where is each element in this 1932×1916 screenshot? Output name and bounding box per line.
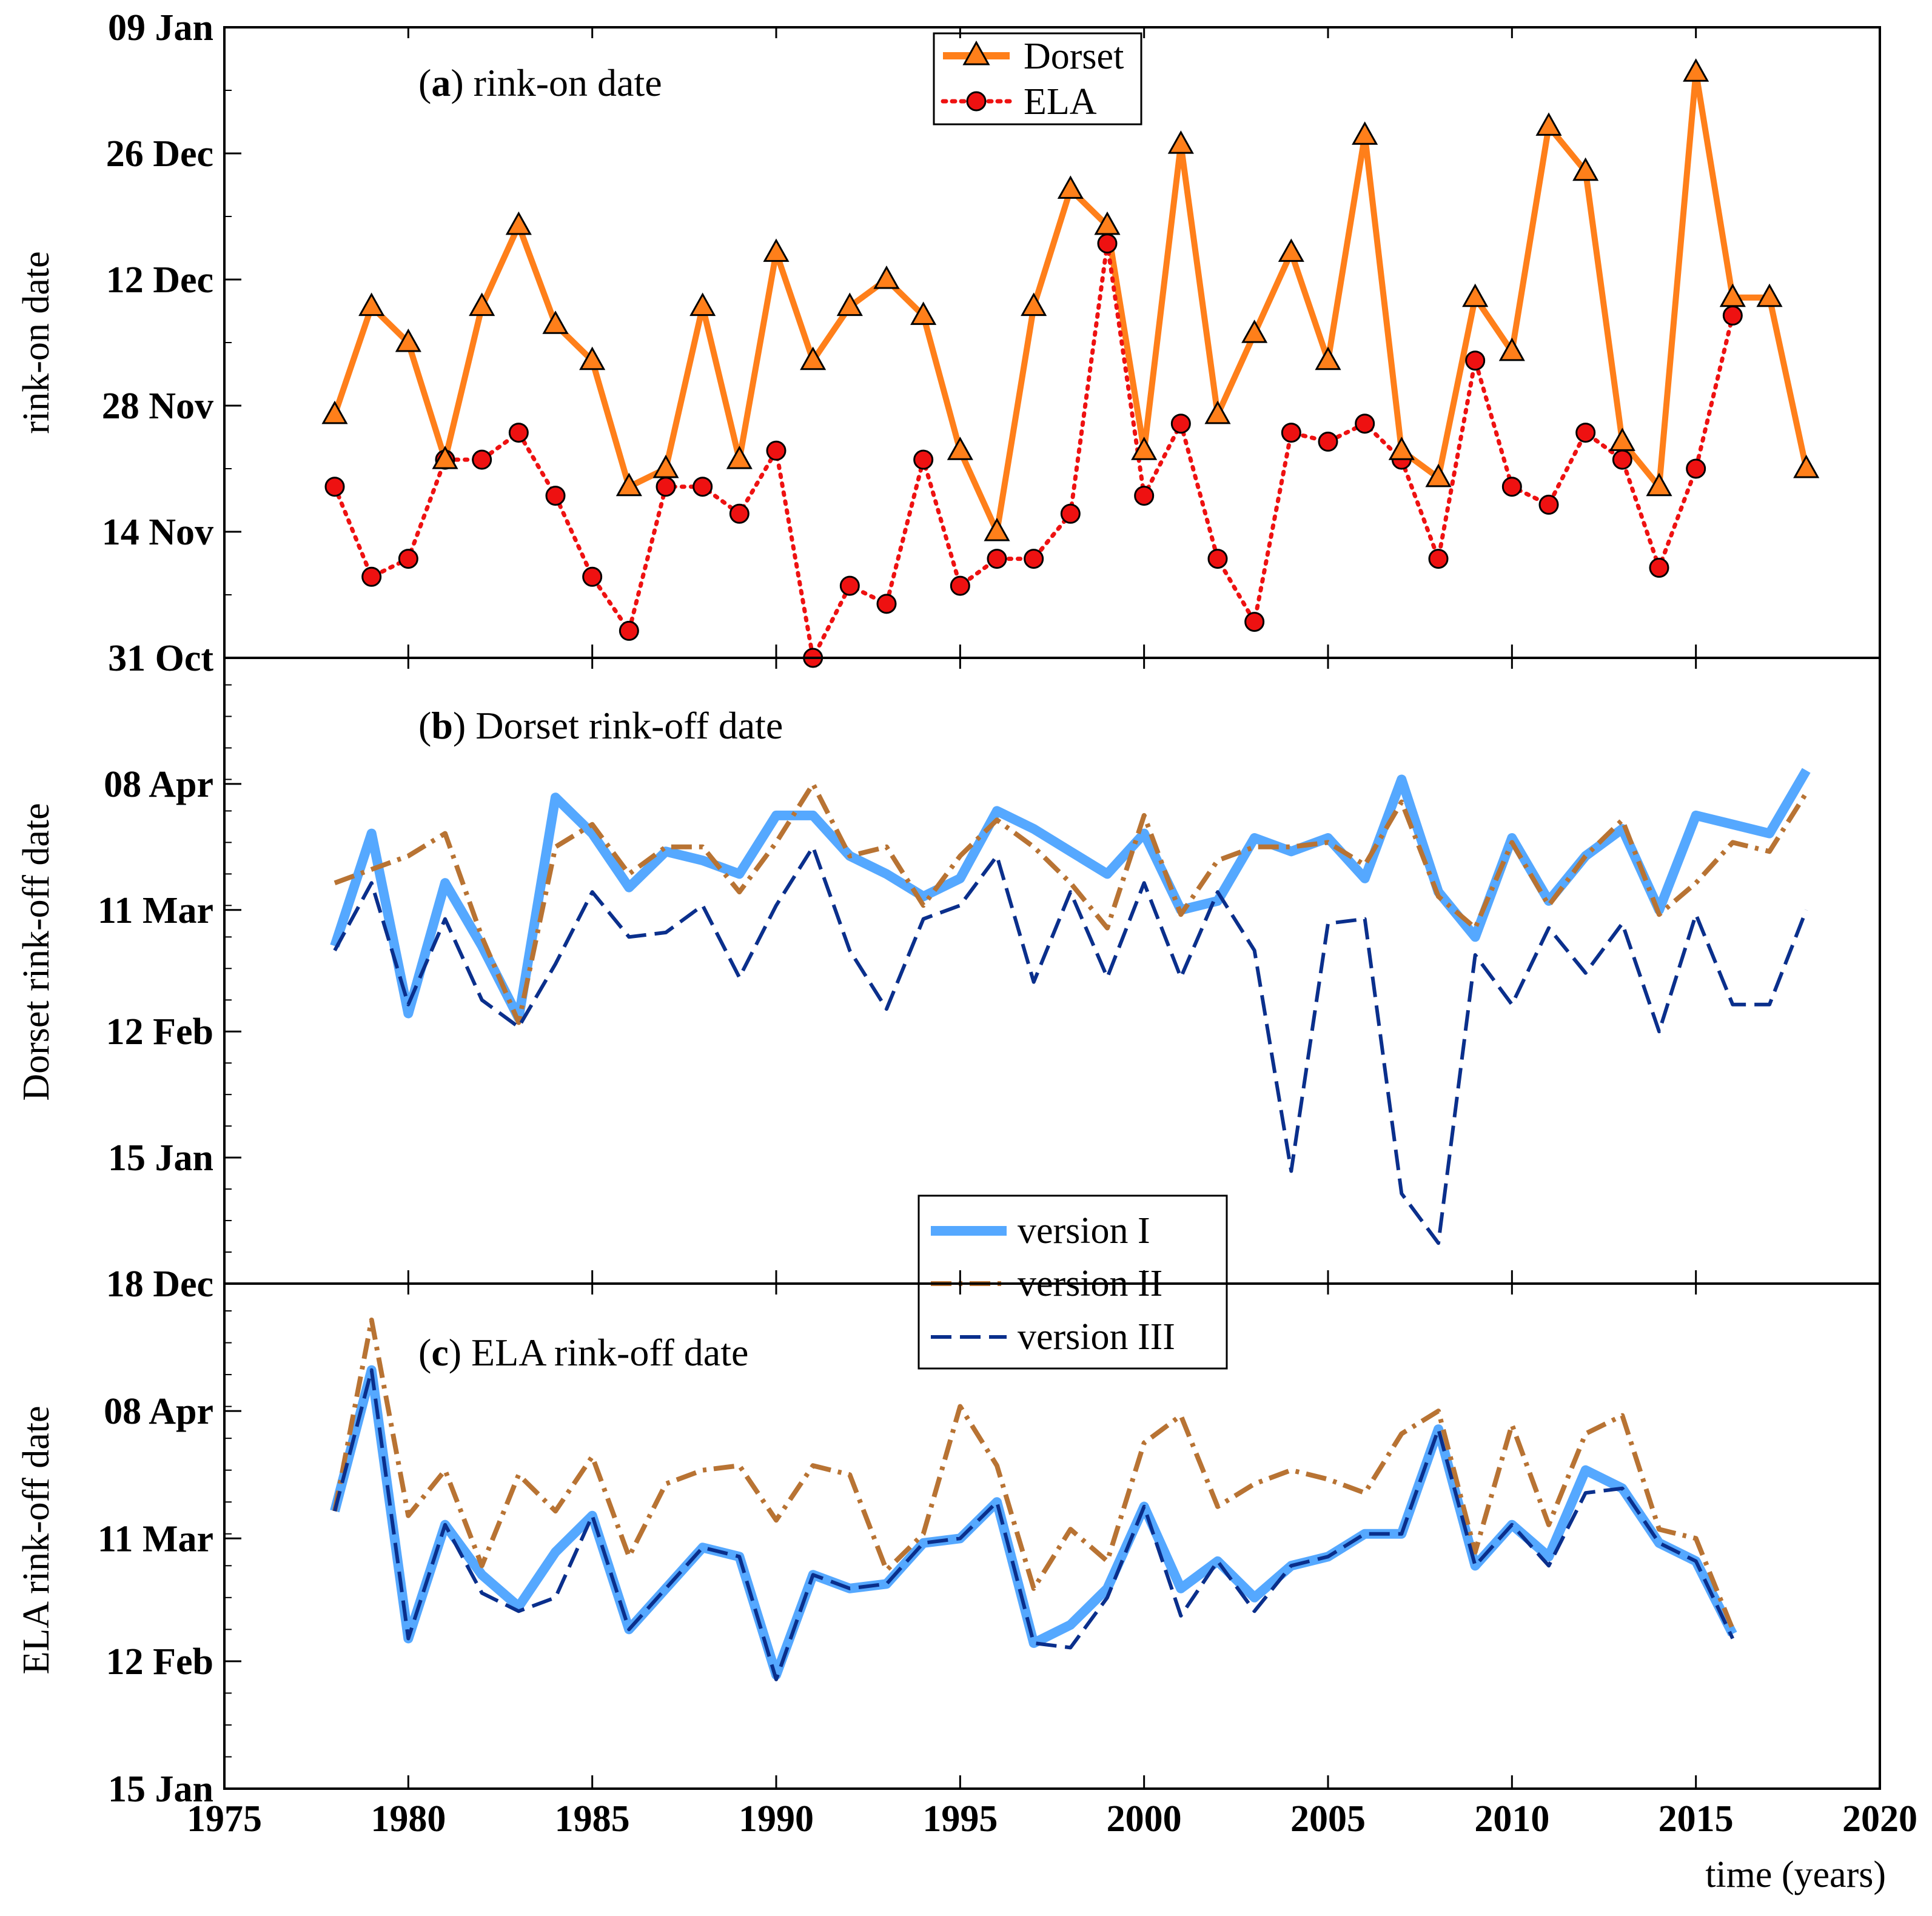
panel-b-ytick-label: 11 Mar xyxy=(98,890,213,931)
x-tick-label: 2005 xyxy=(1290,1798,1366,1840)
ela-point xyxy=(1135,487,1153,505)
ela-point xyxy=(1209,550,1227,568)
x-tick-label: 2020 xyxy=(1842,1798,1917,1840)
ela-point xyxy=(1098,235,1116,253)
ela-point xyxy=(914,451,933,469)
panel-a-ytick-label: 14 Nov xyxy=(102,512,213,553)
ela-point xyxy=(1613,451,1631,469)
ela-point xyxy=(620,621,638,640)
ela-point xyxy=(1319,432,1337,451)
panel-a-ytick-label: 28 Nov xyxy=(102,386,213,427)
ela-point xyxy=(840,577,859,595)
ela-point xyxy=(326,478,344,496)
ela-point xyxy=(509,424,528,442)
x-tick-label: 1995 xyxy=(922,1798,998,1840)
ela-point xyxy=(363,568,381,586)
legend-dorset-label: Dorset xyxy=(1024,36,1124,77)
chart-figure: 31 Oct 14 Nov 28 Nov 12 Dec 26 Dec 09 Jan (a)… xyxy=(0,0,1932,1916)
panel-a-ytick-label: 12 Dec xyxy=(106,260,213,301)
ela-point xyxy=(1503,478,1521,496)
ela-point xyxy=(1650,558,1668,577)
panel-a-title-letter: a xyxy=(431,61,451,104)
x-tick-label: 1980 xyxy=(371,1798,446,1840)
ela-point xyxy=(657,478,675,496)
ela-point xyxy=(1687,460,1705,478)
panel-a-ylabel: rink-on date xyxy=(16,251,57,434)
ela-point xyxy=(1172,415,1190,433)
ela-point xyxy=(1577,424,1595,442)
ela-point xyxy=(399,550,417,568)
x-axis-label: time (years) xyxy=(1705,1854,1886,1895)
panel-a-ytick-label: 26 Dec xyxy=(106,133,213,175)
ela-point xyxy=(1429,550,1447,568)
ela-point xyxy=(473,451,491,469)
ela-point xyxy=(1466,352,1484,370)
x-tick-label: 2010 xyxy=(1474,1798,1549,1840)
panel-b-ytick-label: 12 Feb xyxy=(106,1011,213,1053)
panel-b-title-letter: b xyxy=(431,704,453,747)
legend-ela-circle-icon xyxy=(967,92,985,110)
panel-b-title: (b) Dorset rink-off date xyxy=(418,704,783,747)
panel-c-title: (c) ELA rink-off date xyxy=(418,1331,748,1374)
ela-point xyxy=(951,577,969,595)
ela-point xyxy=(1540,495,1558,514)
legend-version-i-label: version I xyxy=(1018,1210,1150,1251)
legend-version-iii-label: version III xyxy=(1018,1316,1175,1358)
panel-a-title: (a) rink-on date xyxy=(418,61,662,104)
ela-point xyxy=(988,550,1006,568)
ela-point xyxy=(546,487,565,505)
panel-a-title-text: rink-on date xyxy=(474,61,662,104)
panel-a-ytick-label: 09 Jan xyxy=(108,7,213,49)
panel-a-legend: Dorset ELA xyxy=(934,33,1141,124)
x-tick-label: 1985 xyxy=(555,1798,630,1840)
x-tick-label: 1990 xyxy=(739,1798,814,1840)
x-tick-label: 2015 xyxy=(1659,1798,1734,1840)
ela-point xyxy=(1356,415,1374,433)
ela-point xyxy=(694,478,712,496)
ela-point xyxy=(1723,306,1742,324)
ela-point xyxy=(1282,424,1300,442)
panel-b-ylabel: Dorset rink-off date xyxy=(16,803,57,1100)
panel-a-ytick-label: 31 Oct xyxy=(108,638,213,679)
panel-c-ytick-label: 08 Apr xyxy=(104,1391,213,1432)
ela-point xyxy=(767,441,785,460)
panel-c-ytick-label: 11 Mar xyxy=(98,1518,213,1559)
panel-b-legend: version I version II version III xyxy=(919,1196,1227,1368)
ela-point xyxy=(1061,504,1079,523)
panel-b-ytick-label: 18 Dec xyxy=(106,1264,213,1305)
panel-c-title-letter: c xyxy=(431,1331,448,1374)
panel-c-ylabel: ELA rink-off date xyxy=(16,1405,57,1674)
panel-c-ytick-label: 12 Feb xyxy=(106,1641,213,1683)
chart-background xyxy=(0,0,1932,1916)
panel-b-ytick-label: 15 Jan xyxy=(108,1137,213,1179)
ela-point xyxy=(583,568,602,586)
ela-point xyxy=(1025,550,1043,568)
ela-point xyxy=(1246,613,1264,631)
x-tick-label: 1975 xyxy=(187,1798,262,1840)
ela-point xyxy=(730,504,748,523)
x-tick-label: 2000 xyxy=(1107,1798,1182,1840)
panel-c-title-text: ELA rink-off date xyxy=(471,1331,748,1374)
panel-b-ytick-label: 08 Apr xyxy=(104,764,213,805)
ela-point xyxy=(877,595,896,613)
panel-b-title-text: Dorset rink-off date xyxy=(475,704,783,747)
legend-ela-label: ELA xyxy=(1024,81,1097,122)
